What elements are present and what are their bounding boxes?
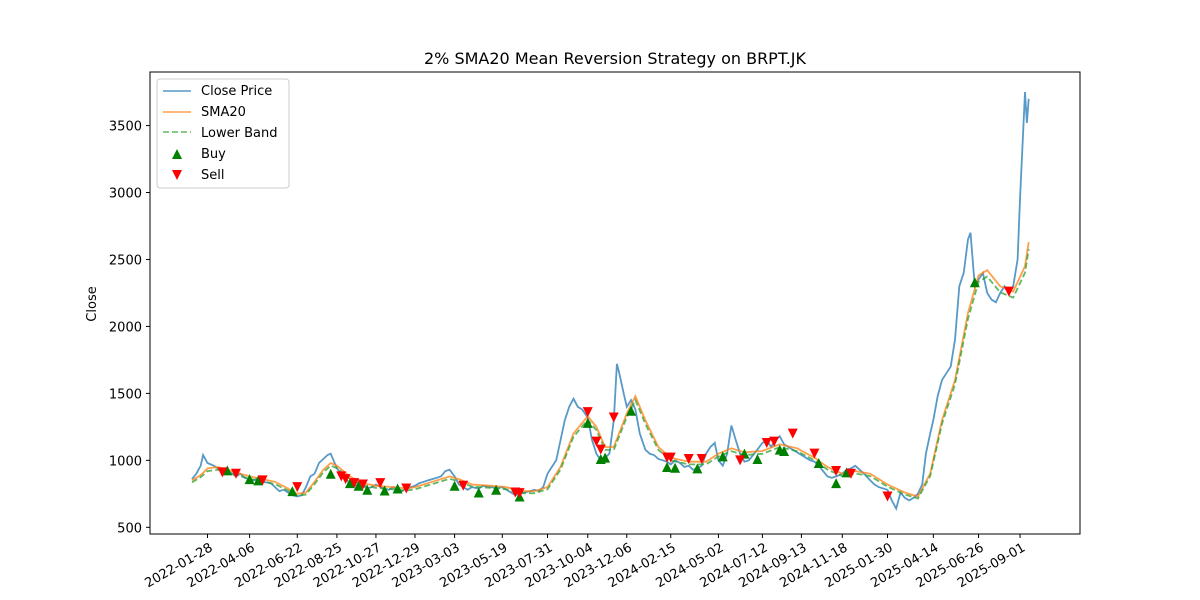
buy-marker xyxy=(600,452,611,463)
buy-marker xyxy=(813,458,824,469)
sell-marker xyxy=(809,448,820,459)
buy-marker xyxy=(662,462,673,473)
legend-sell-marker xyxy=(172,170,182,180)
legend-sell-label: Sell xyxy=(201,168,224,183)
legend-sma-label: SMA20 xyxy=(201,105,246,120)
sell-marker xyxy=(375,478,386,489)
buy-marker xyxy=(325,468,336,479)
sell-marker xyxy=(458,480,469,491)
sell-marker xyxy=(761,437,772,448)
sell-marker xyxy=(769,436,780,447)
y-tick-label: 500 xyxy=(117,521,142,536)
sell-marker xyxy=(336,471,347,482)
sell-marker xyxy=(357,479,368,490)
buy-marker xyxy=(779,445,790,456)
sell-marker xyxy=(665,452,676,463)
buy-marker xyxy=(353,480,364,491)
sell-marker xyxy=(230,468,241,479)
lower-band-line xyxy=(191,249,1030,500)
sell-marker xyxy=(787,428,798,439)
y-tick-label: 3000 xyxy=(109,187,142,202)
legend-close-label: Close Price xyxy=(201,84,272,99)
buy-marker xyxy=(491,484,502,495)
buy-marker xyxy=(392,483,403,494)
axes-frame xyxy=(149,71,1081,535)
buy-marker xyxy=(717,451,728,462)
buy-marker xyxy=(831,478,842,489)
buy-marker xyxy=(287,486,298,497)
buy-marker xyxy=(379,485,390,496)
sell-marker xyxy=(257,475,268,486)
sell-marker xyxy=(595,444,606,455)
buy-marker xyxy=(473,487,484,498)
buy-marker xyxy=(362,484,373,495)
sell-marker xyxy=(608,412,619,423)
y-axis-label: Close xyxy=(85,286,100,321)
sell-marker xyxy=(831,466,842,477)
sell-marker xyxy=(582,407,593,418)
plot-area xyxy=(191,92,1030,512)
sell-marker xyxy=(735,455,746,466)
sell-marker xyxy=(845,468,856,479)
sell-marker xyxy=(683,454,694,465)
buy-marker xyxy=(626,405,637,416)
legend: Close Price SMA20 Lower Band Buy Sell xyxy=(156,78,290,189)
y-tick-label: 1500 xyxy=(109,387,142,402)
legend-box xyxy=(156,78,290,189)
buy-marker xyxy=(244,474,255,485)
sell-marker xyxy=(1003,286,1014,297)
sell-marker xyxy=(349,478,360,489)
legend-buy-marker xyxy=(172,149,182,159)
y-tick-label: 2000 xyxy=(109,320,142,335)
y-tick-label: 2500 xyxy=(109,253,142,268)
sell-marker xyxy=(401,483,412,494)
y-tick-label: 1000 xyxy=(109,454,142,469)
legend-lower-label: Lower Band xyxy=(201,126,277,141)
buy-marker xyxy=(692,463,703,474)
y-axis: 500 1000 1500 2000 2500 3000 3500 xyxy=(109,120,150,536)
sell-marker xyxy=(882,491,893,502)
legend-buy-label: Buy xyxy=(201,147,226,162)
chart-title: 2% SMA20 Mean Reversion Strategy on BRPT… xyxy=(424,49,807,68)
sell-marker xyxy=(696,454,707,465)
y-tick-label: 3500 xyxy=(109,120,142,135)
sell-marker xyxy=(591,436,602,447)
sma20-line xyxy=(191,241,1030,498)
buy-marker xyxy=(670,462,681,473)
buy-marker xyxy=(582,417,593,428)
buy-marker xyxy=(253,475,264,486)
buy-marker xyxy=(222,465,233,476)
sell-marker xyxy=(292,482,303,493)
sell-marker xyxy=(217,467,228,478)
buy-marker xyxy=(344,478,355,489)
buy-marker xyxy=(752,454,763,465)
buy-marker xyxy=(449,480,460,491)
sell-marker xyxy=(340,474,351,485)
sell-marker xyxy=(514,488,525,499)
buy-marker xyxy=(969,277,980,288)
x-axis: 2022-01-282022-04-062022-06-222022-08-25… xyxy=(143,534,1028,591)
